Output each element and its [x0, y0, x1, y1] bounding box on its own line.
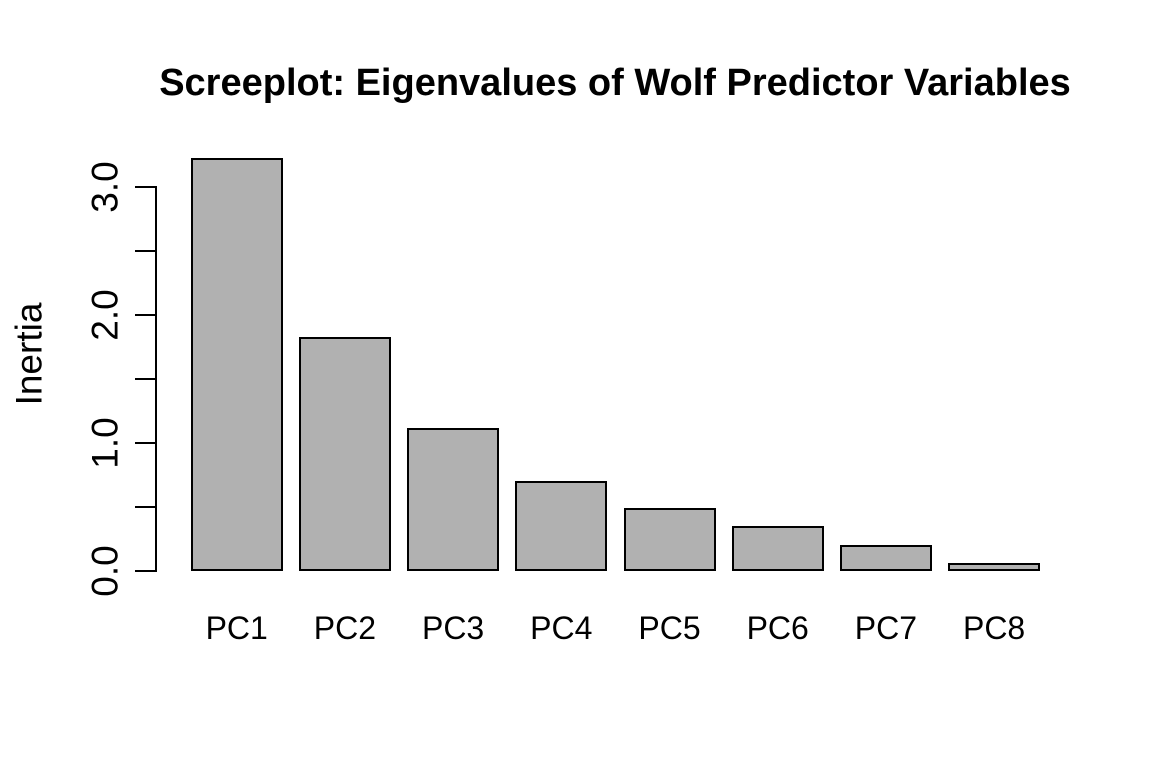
y-axis-tick — [135, 506, 157, 508]
y-axis-tick-label: 2.0 — [84, 289, 126, 341]
x-axis-label-pc8: PC8 — [962, 610, 1026, 646]
x-axis-label-pc1: PC1 — [205, 610, 268, 646]
x-axis-label-pc2: PC2 — [313, 610, 377, 646]
y-axis-tick-label: 0.0 — [84, 545, 126, 597]
y-axis-tick — [135, 378, 157, 380]
bar-pc8 — [948, 563, 1041, 571]
bar-pc3 — [407, 427, 500, 571]
y-axis-tick — [135, 570, 157, 572]
chart-title: Screeplot: Eigenvalues of Wolf Predictor… — [159, 62, 1071, 104]
bar-pc1 — [190, 157, 283, 571]
y-axis-tick — [135, 314, 157, 316]
x-axis-label-pc6: PC6 — [746, 610, 809, 646]
bar-pc6 — [731, 526, 824, 571]
bar-pc2 — [298, 336, 391, 571]
y-axis-tick-label: 3.0 — [84, 161, 126, 213]
y-axis-tick — [135, 250, 157, 252]
x-axis-label-pc3: PC3 — [421, 610, 485, 646]
x-axis-label-pc7: PC7 — [854, 610, 918, 646]
y-axis-tick — [135, 442, 157, 444]
bar-pc5 — [623, 508, 716, 571]
bar-pc7 — [839, 545, 932, 571]
y-axis-tick-label: 1.0 — [84, 417, 126, 469]
x-axis-label-pc4: PC4 — [530, 610, 593, 646]
x-axis-label-pc5: PC5 — [638, 610, 701, 646]
y-axis-title: Inertia — [8, 302, 50, 406]
y-axis-tick — [135, 186, 157, 188]
bar-pc4 — [515, 481, 608, 571]
